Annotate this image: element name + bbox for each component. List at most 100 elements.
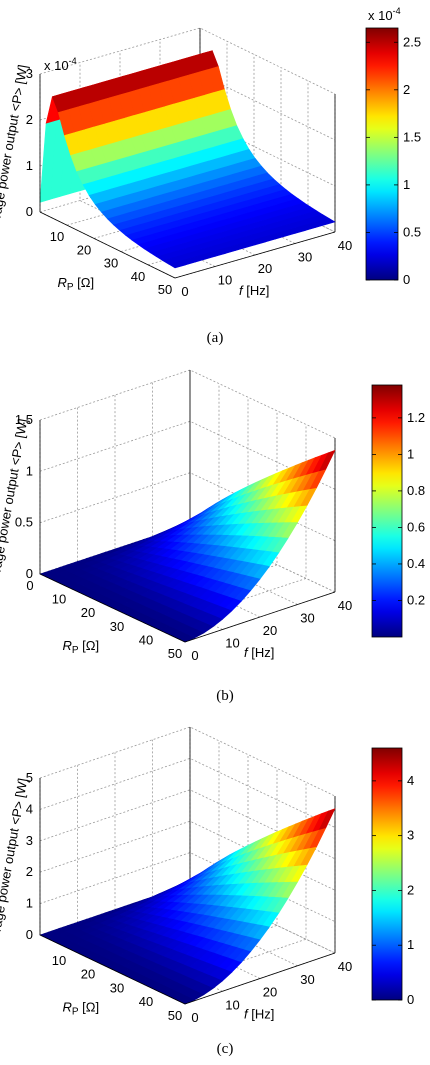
colorbar-tick-label: 2.5	[403, 34, 421, 49]
z-tick-label: 0	[26, 204, 33, 219]
y-tick-label: 40	[338, 959, 352, 974]
colorbar: 0 0.5 1 1.5 2 2.5x 10-4	[365, 6, 421, 287]
z-tick-label: 3	[26, 66, 33, 81]
colorbar-tick-label: 0.5	[403, 224, 421, 239]
y-axis-title: f [Hz]	[244, 645, 274, 660]
x-tick-label: 40	[131, 269, 145, 284]
panel-label: (b)	[216, 688, 234, 704]
x-axis-title: RP [Ω]	[63, 1000, 100, 1018]
x-tick-label: 30	[110, 619, 124, 634]
z-tick-label: 1	[26, 463, 33, 478]
y-axis-title-unit: [Hz]	[248, 1007, 275, 1022]
z-tick-label: 1	[26, 158, 33, 173]
colorbar-tick-label: 1	[403, 177, 410, 192]
y-tick-label: 10	[225, 636, 239, 651]
colorbar-tick-label: 1.5	[403, 129, 421, 144]
z-exponent-label: x 10-4	[44, 56, 77, 73]
colorbar-tick-label: 0	[407, 992, 414, 1007]
x-axis-title-sub: P	[67, 282, 74, 293]
x-tick-label: 10	[50, 229, 64, 244]
z-tick-label: 1.5	[15, 412, 33, 427]
z-tick-label: 0.5	[15, 515, 33, 530]
colorbar-tick-label: 0	[403, 272, 410, 287]
x-tick-label: 20	[81, 605, 95, 620]
colorbar-tick-label: 3	[407, 828, 414, 843]
colorbar-tick-label: 2	[403, 82, 410, 97]
x-tick-label: 30	[110, 980, 124, 995]
colorbar-tick-label: 0.4	[407, 556, 425, 571]
colorbar-tick-label: 1	[407, 446, 414, 461]
grid-z-line	[39, 726, 336, 797]
colorbar-tick-label: 4	[407, 773, 414, 788]
x-axis-title-unit: [Ω]	[79, 638, 100, 653]
x-tick-label: 20	[81, 967, 95, 982]
z-exponent-power: -4	[69, 56, 77, 66]
grid-z-line	[39, 420, 336, 490]
colorbar-rect	[371, 384, 403, 638]
y-axis-title-unit: [Hz]	[243, 283, 270, 298]
y-tick-label: 0	[181, 284, 188, 299]
z-tick-label: 0	[26, 927, 33, 942]
z-tick-label: 5	[26, 770, 33, 785]
colorbar-tick-label: 1.2	[407, 410, 425, 425]
x-axis-title: RP [Ω]	[58, 275, 95, 293]
y-tick-label: 10	[218, 273, 232, 288]
y-tick-label: 20	[258, 261, 272, 276]
y-tick-label: 20	[263, 623, 277, 638]
panel-label: (a)	[207, 330, 224, 346]
z-tick-label: 2	[26, 864, 33, 879]
colorbar-exponent-power: -4	[393, 6, 401, 16]
y-tick-label: 40	[338, 598, 352, 613]
colorbar-tick-label: 0.2	[407, 592, 425, 607]
x-axis-title-sub: P	[72, 645, 79, 656]
surface	[39, 808, 336, 1005]
x-axis-title-unit: [Ω]	[74, 275, 95, 290]
y-axis-line	[184, 591, 336, 643]
y-axis-title-unit: [Hz]	[248, 645, 275, 660]
x-tick-label: 20	[77, 242, 91, 257]
colorbar-tick-label: 0.6	[407, 519, 425, 534]
x-tick-label: 10	[52, 953, 66, 968]
x-tick-label: 40	[139, 632, 153, 647]
grid-z-line	[39, 369, 336, 439]
colorbar: 0 1 2 3 4	[371, 747, 414, 1007]
y-axis-title: f [Hz]	[239, 283, 269, 298]
z-tick-label: 0	[26, 566, 33, 581]
colorbar-rect	[365, 27, 399, 281]
x-tick-label: 40	[139, 994, 153, 1009]
x-axis-title: RP [Ω]	[63, 638, 100, 656]
y-axis-title: f [Hz]	[244, 1007, 274, 1022]
y-tick-label: 30	[298, 250, 312, 265]
surface	[39, 50, 336, 269]
z-tick-label: 3	[26, 833, 33, 848]
z-tick-label: 4	[26, 801, 33, 816]
colorbar-tick-label: 1	[407, 937, 414, 952]
x-tick-label: 10	[52, 592, 66, 607]
y-tick-label: 20	[263, 985, 277, 1000]
z-tick-label: 2	[26, 112, 33, 127]
x-tick-label: 30	[104, 256, 118, 271]
x-tick-label: 0	[26, 578, 33, 593]
y-tick-label: 0	[191, 648, 198, 663]
grid-z-line	[39, 757, 336, 828]
y-tick-label: 0	[191, 1010, 198, 1025]
x-tick-label: 50	[168, 1008, 182, 1023]
x-tick-label: 50	[168, 646, 182, 661]
z-tick-label: 1	[26, 896, 33, 911]
y-tick-label: 40	[338, 238, 352, 253]
y-tick-label: 10	[225, 997, 239, 1012]
colorbar-exponent-label: x 10-4	[368, 6, 401, 23]
x-axis-title-sub: P	[72, 1007, 79, 1018]
colorbar-rect	[371, 747, 403, 1001]
y-tick-label: 30	[300, 611, 314, 626]
panel-label: (c)	[217, 1041, 234, 1057]
x-axis-line	[39, 211, 176, 279]
x-tick-label: 50	[158, 282, 172, 297]
colorbar-tick-label: 2	[407, 882, 414, 897]
y-axis-line	[184, 952, 336, 1005]
